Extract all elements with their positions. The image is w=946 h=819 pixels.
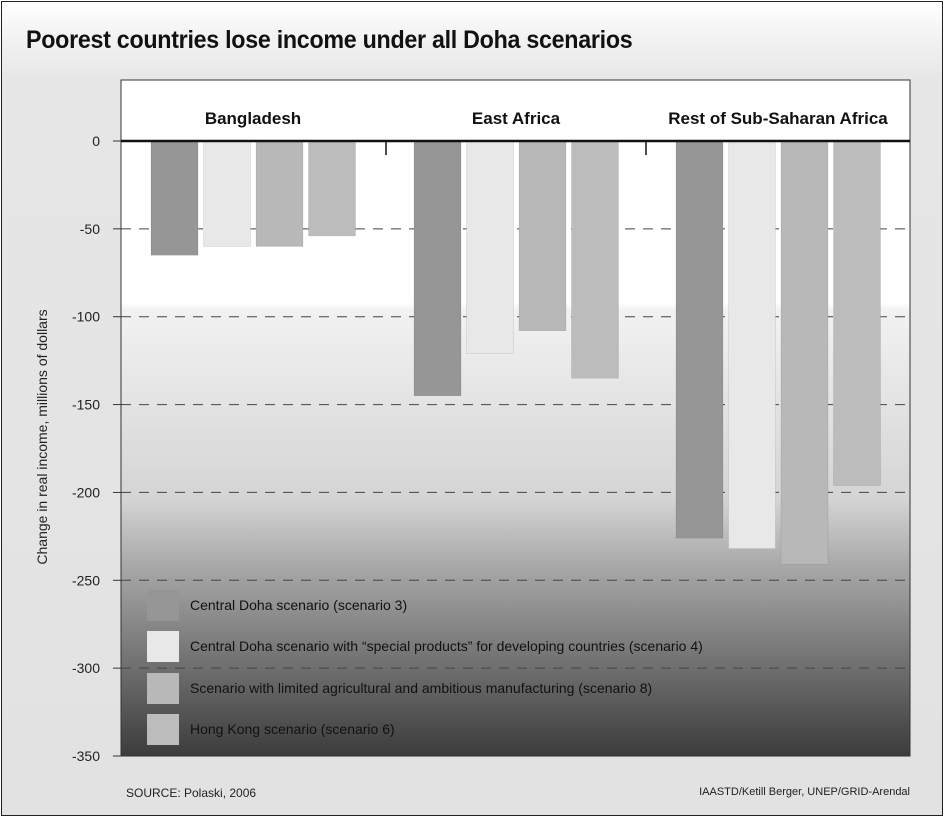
bar-rest-of-sub-saharan-africa-series-1 [675,140,724,539]
legend-label: Central Doha scenario (scenario 3) [190,597,407,613]
legend-label: Scenario with limited agricultural and a… [190,680,652,696]
bar-bangladesh-series-1 [150,140,199,256]
y-tick-label: -100 [72,309,100,325]
bars [150,140,881,565]
bar-east-africa-series-4 [571,140,619,379]
y-axis: 0 -50 -100 -150 -200 -250 -300 -350 Change in re… [34,109,910,764]
legend-label: Hong Kong scenario (scenario 6) [190,721,395,737]
credit-note: IAASTD/Ketill Berger, UNEP/GRID-Arendal [699,786,910,798]
y-tick-label: -150 [72,397,100,413]
bar-bangladesh-series-2 [203,140,251,247]
bar-bangladesh-series-3 [255,140,304,247]
plot-background [120,79,911,757]
legend-swatch [147,673,179,704]
bar-east-africa-series-1 [413,140,462,397]
y-tick-label: -350 [72,748,100,764]
bar-east-africa-series-2 [466,140,514,354]
y-tick-label: -50 [80,221,100,237]
y-tick-label: -250 [72,572,100,588]
category-label: East Africa [472,109,561,128]
legend-swatch [147,714,179,745]
bar-rest-of-sub-saharan-africa-series-4 [833,140,881,486]
bar-rest-of-sub-saharan-africa-series-3 [780,140,829,565]
plot-area [120,79,911,757]
legend-swatch [147,631,179,662]
y-tick-label: -200 [72,484,100,500]
category-label: Rest of Sub-Saharan Africa [668,109,888,128]
y-axis-label: Change in real income, millions of dolla… [34,309,50,564]
legend: Central Doha scenario (scenario 3) Centra… [147,590,703,745]
source-note: SOURCE: Polaski, 2006 [126,786,257,800]
chart-title: Poorest countries lose income under all … [26,26,633,54]
bar-rest-of-sub-saharan-africa-series-2 [728,140,776,549]
y-tick-label: -300 [72,660,100,676]
category-label: Bangladesh [205,109,301,128]
legend-label: Central Doha scenario with “special prod… [190,638,703,654]
y-tick-label: 0 [92,133,100,149]
bar-east-africa-series-3 [518,140,567,332]
legend-swatch [147,590,179,621]
bar-bangladesh-series-4 [308,140,356,237]
